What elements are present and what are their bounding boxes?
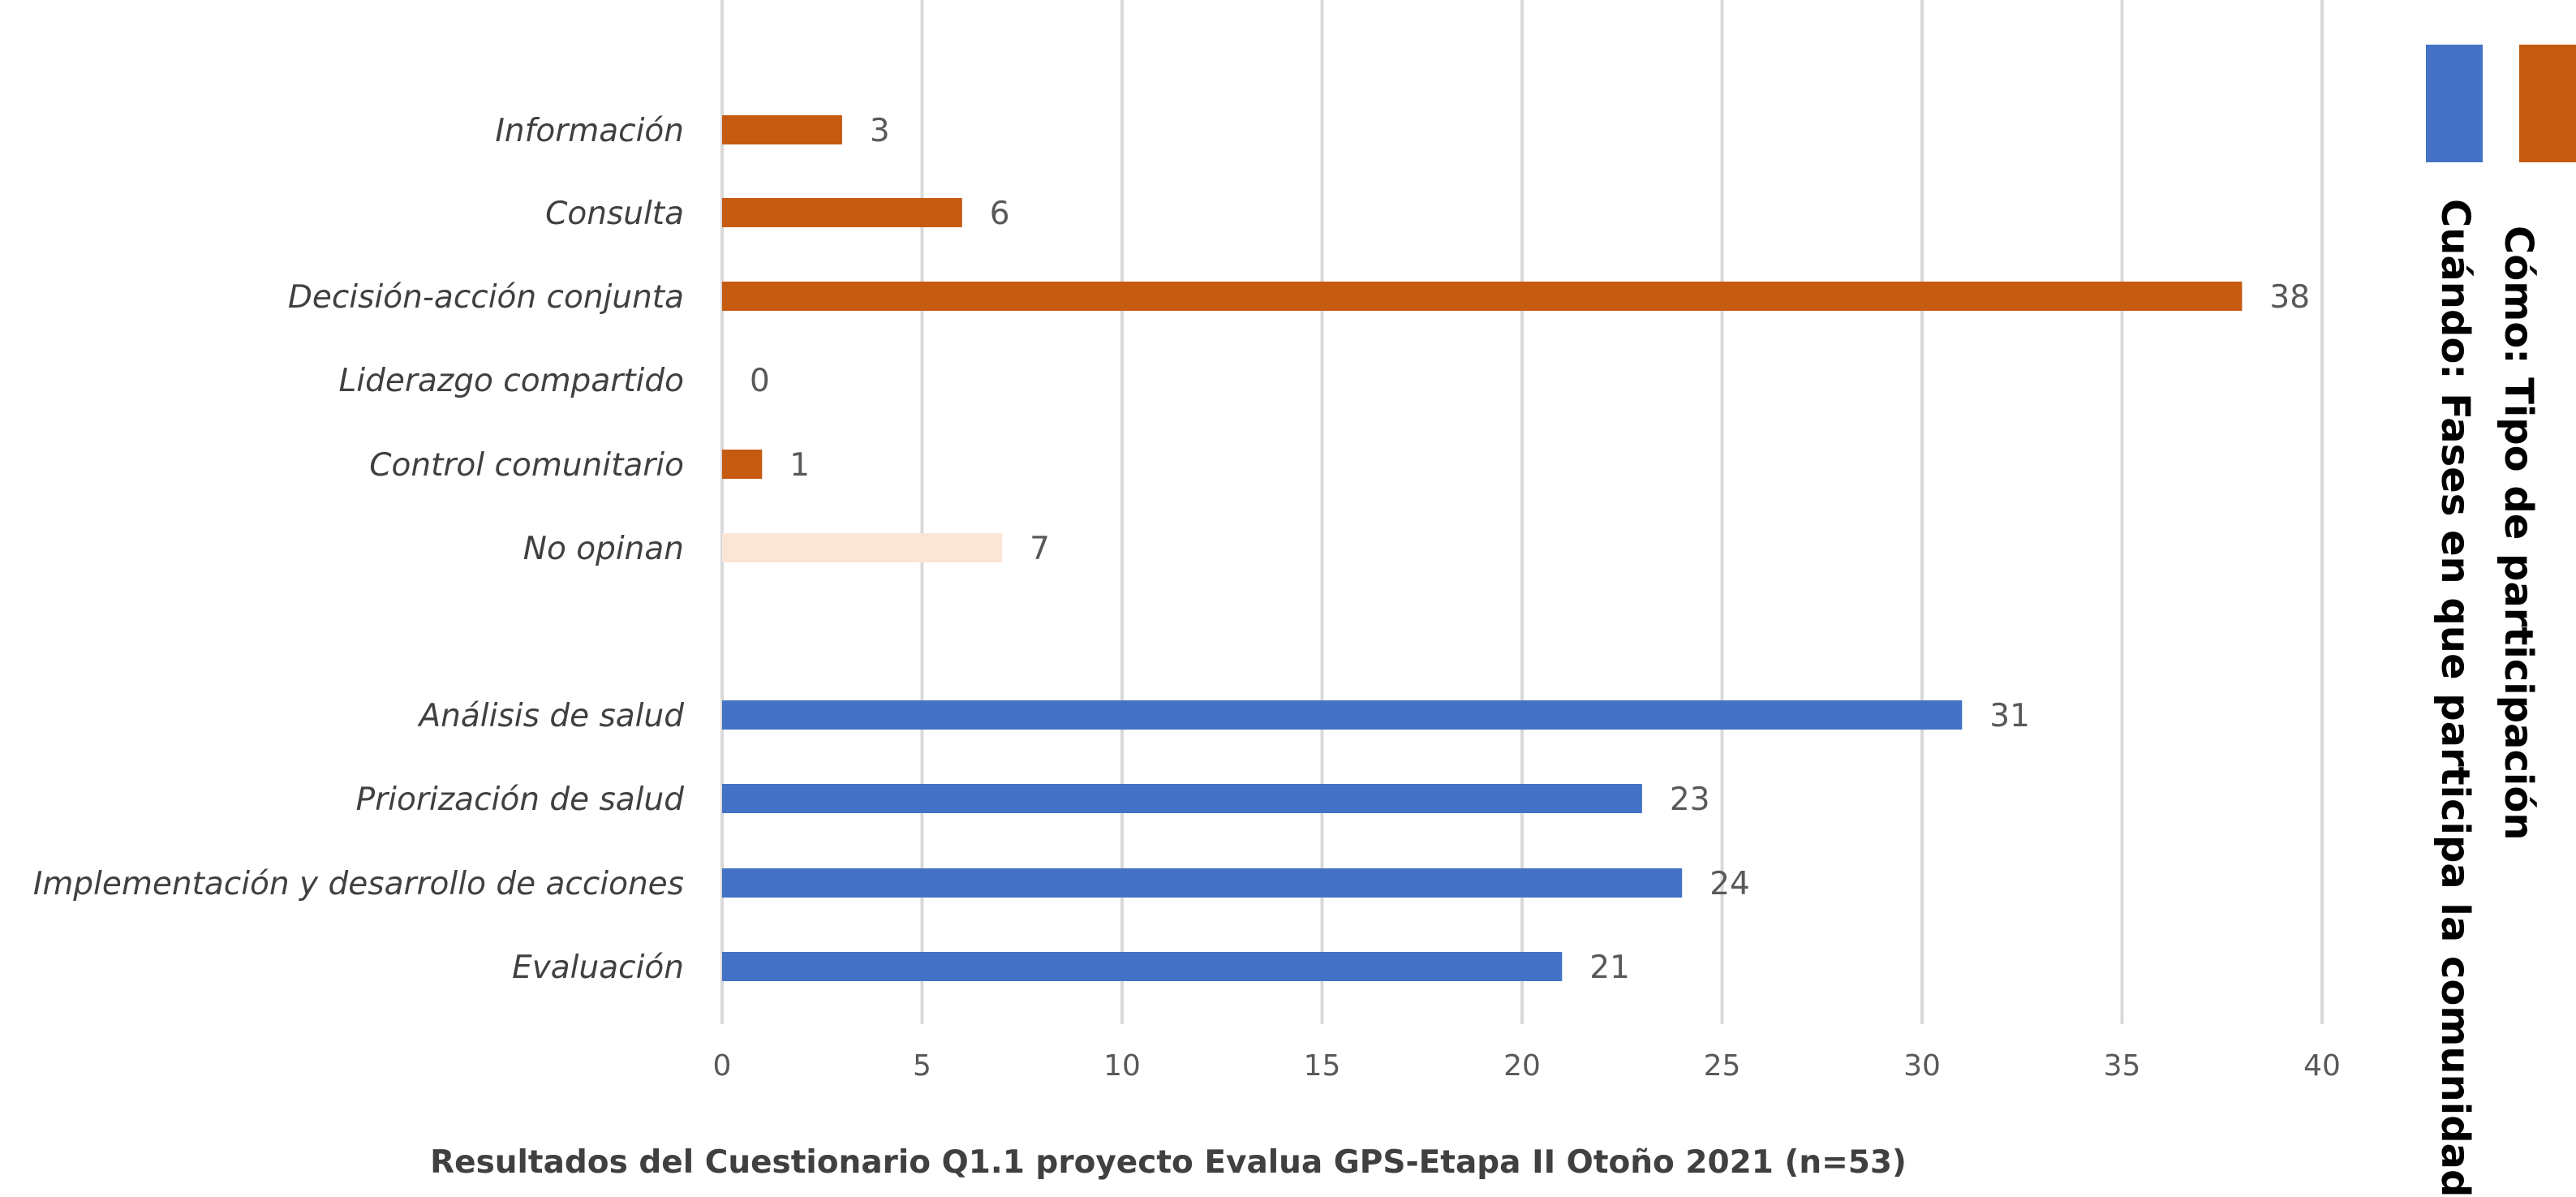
- category-label: Decisión-acción conjunta: [288, 279, 684, 316]
- category-label: Liderazgo compartido: [339, 363, 684, 399]
- category-label: Implementación y desarrollo de acciones: [33, 866, 684, 902]
- category-label: Evaluación: [512, 949, 684, 986]
- x-tick-label: 30: [1903, 1049, 1941, 1083]
- x-tick-label: 40: [2303, 1049, 2341, 1083]
- bars: [722, 115, 2243, 981]
- category-label: Información: [495, 113, 684, 149]
- category-label: Control comunitario: [369, 447, 684, 484]
- x-tick-label: 5: [913, 1049, 931, 1083]
- value-label: 7: [1030, 531, 1050, 567]
- bar-informacion: [722, 115, 842, 144]
- bar-consulta: [722, 198, 962, 227]
- x-axis-title: Resultados del Cuestionario Q1.1 proyect…: [430, 1144, 1907, 1181]
- category-label: No opinan: [523, 531, 684, 567]
- bar-control-comunitario: [722, 450, 763, 479]
- x-tick-label: 10: [1103, 1049, 1141, 1083]
- value-label: 6: [990, 196, 1010, 232]
- legend-swatch-cuando: [2426, 45, 2483, 162]
- x-tick-label: 15: [1304, 1049, 1341, 1083]
- category-label: Análisis de salud: [416, 698, 684, 734]
- value-label: 1: [789, 447, 810, 484]
- x-tick-label: 20: [1503, 1049, 1541, 1083]
- value-label: 0: [750, 363, 770, 399]
- legend: Cómo: Tipo de participación Cuándo: Fase…: [2426, 45, 2576, 1197]
- x-tick-label: 35: [2104, 1049, 2141, 1083]
- bar-analisis-de-salud: [722, 700, 1963, 730]
- value-label: 38: [2269, 279, 2310, 316]
- gridlines: [720, 0, 2324, 1024]
- category-label: Priorización de salud: [356, 781, 685, 818]
- bar-implementacion-y-desarrollo-de-acciones: [722, 868, 1683, 898]
- x-tick-label: 0: [713, 1049, 732, 1083]
- bar-decision-accion-conjunta: [722, 282, 2243, 311]
- bar-priorizacion-de-salud: [722, 784, 1642, 813]
- bar-evaluacion: [722, 952, 1563, 981]
- value-label: 24: [1709, 866, 1750, 902]
- x-axis-ticks: 0 5 10 15 20 25 30 35 40: [713, 1049, 2341, 1083]
- value-label: 21: [1589, 949, 1630, 986]
- legend-swatch-como: [2519, 45, 2576, 162]
- labels: Información 3 Consulta 6 Decisión-acción con…: [33, 113, 2310, 986]
- value-label: 3: [870, 113, 890, 149]
- legend-label-como: Cómo: Tipo de participación: [2496, 226, 2541, 841]
- legend-label-cuando: Cuándo: Fases en que participa la comuni…: [2432, 199, 2478, 1197]
- value-label: 31: [1989, 698, 2030, 734]
- bar-no-opinan: [722, 533, 1003, 562]
- value-label: 23: [1670, 781, 1710, 818]
- category-label: Consulta: [545, 196, 684, 232]
- x-tick-label: 25: [1704, 1049, 1741, 1083]
